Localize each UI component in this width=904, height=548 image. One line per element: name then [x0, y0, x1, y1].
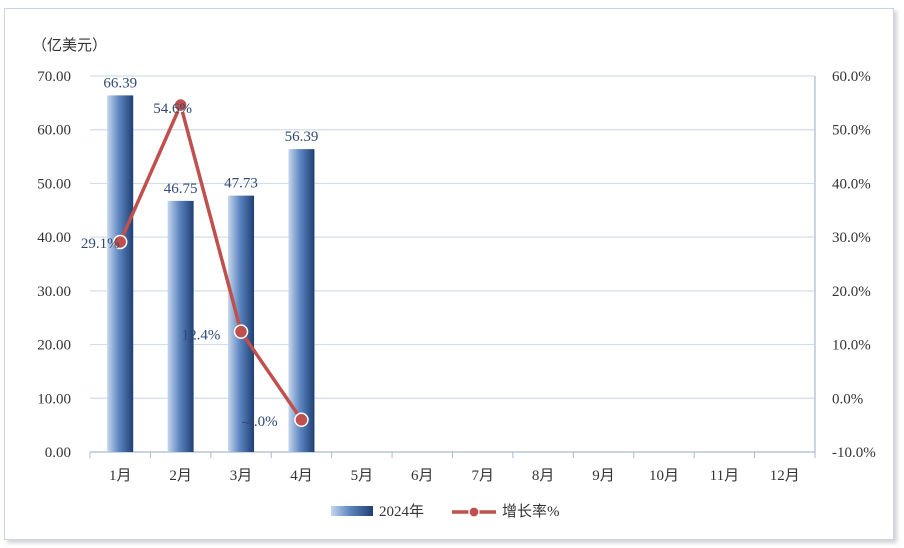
- left-axis-tick-label: 30.00: [37, 284, 71, 300]
- right-axis-tick-label: 60.0%: [832, 69, 871, 85]
- right-axis-tick-label: 20.0%: [832, 284, 871, 300]
- x-axis-tick-label: 6月: [411, 468, 434, 484]
- chart-frame: [4, 8, 894, 540]
- left-axis-tick-label: 50.00: [37, 176, 71, 192]
- bar: [228, 195, 255, 453]
- growth-rate-data-label: 54.6%: [153, 101, 192, 117]
- x-axis-tick-label: 11月: [710, 468, 739, 484]
- x-axis-tick-label: 9月: [592, 468, 615, 484]
- right-axis-tick-label: 50.0%: [832, 123, 871, 139]
- legend-bar-swatch: [331, 506, 373, 516]
- y-axis-unit-label: （亿美元）: [32, 37, 107, 54]
- bar-data-label: 56.39: [285, 129, 319, 145]
- growth-rate-data-label: 12.4%: [182, 328, 221, 344]
- bar: [107, 95, 134, 452]
- x-axis-tick-label: 4月: [290, 468, 313, 484]
- growth-rate-data-label: 29.1%: [81, 236, 120, 252]
- bar-data-label: 66.39: [103, 75, 137, 91]
- growth-rate-line: [118, 103, 303, 421]
- growth-rate-point: [112, 234, 128, 250]
- legend-bar-label: 2024年: [379, 503, 424, 520]
- growth-rate-point: [233, 324, 249, 339]
- growth-rate-data-label: -4.0%: [241, 414, 277, 430]
- left-axis-tick-label: 60.00: [37, 123, 71, 139]
- bar: [167, 200, 194, 452]
- x-axis-tick-label: 3月: [230, 468, 253, 484]
- growth-rate-point: [173, 97, 188, 113]
- left-axis-tick-label: 0.00: [45, 445, 71, 461]
- right-axis-tick-label: -10.0%: [832, 445, 876, 461]
- left-axis-tick-label: 40.00: [37, 230, 71, 246]
- x-axis-tick-label: 12月: [770, 468, 800, 484]
- bar-data-label: 46.75: [164, 181, 198, 197]
- x-axis-tick-label: 7月: [471, 468, 494, 484]
- x-axis-tick-label: 10月: [649, 468, 679, 484]
- x-axis-tick-label: 5月: [351, 468, 374, 484]
- right-axis-tick-label: 10.0%: [832, 338, 871, 354]
- left-axis-tick-label: 10.00: [37, 391, 71, 407]
- bar-data-label: 47.73: [224, 176, 258, 192]
- x-axis-tick-label: 2月: [169, 468, 192, 484]
- left-axis-tick-label: 70.00: [37, 69, 71, 85]
- x-axis-tick-label: 8月: [532, 468, 555, 484]
- right-axis-tick-label: 0.0%: [832, 391, 863, 407]
- right-axis-tick-label: 30.0%: [832, 230, 871, 246]
- x-axis-tick-label: 1月: [109, 468, 132, 484]
- legend-line-marker: [468, 506, 480, 518]
- left-axis-tick-label: 20.00: [37, 338, 71, 354]
- bar: [288, 149, 315, 452]
- right-axis-tick-label: 40.0%: [832, 176, 871, 192]
- legend-line-label: 增长率%: [502, 503, 560, 520]
- growth-rate-point: [294, 412, 309, 428]
